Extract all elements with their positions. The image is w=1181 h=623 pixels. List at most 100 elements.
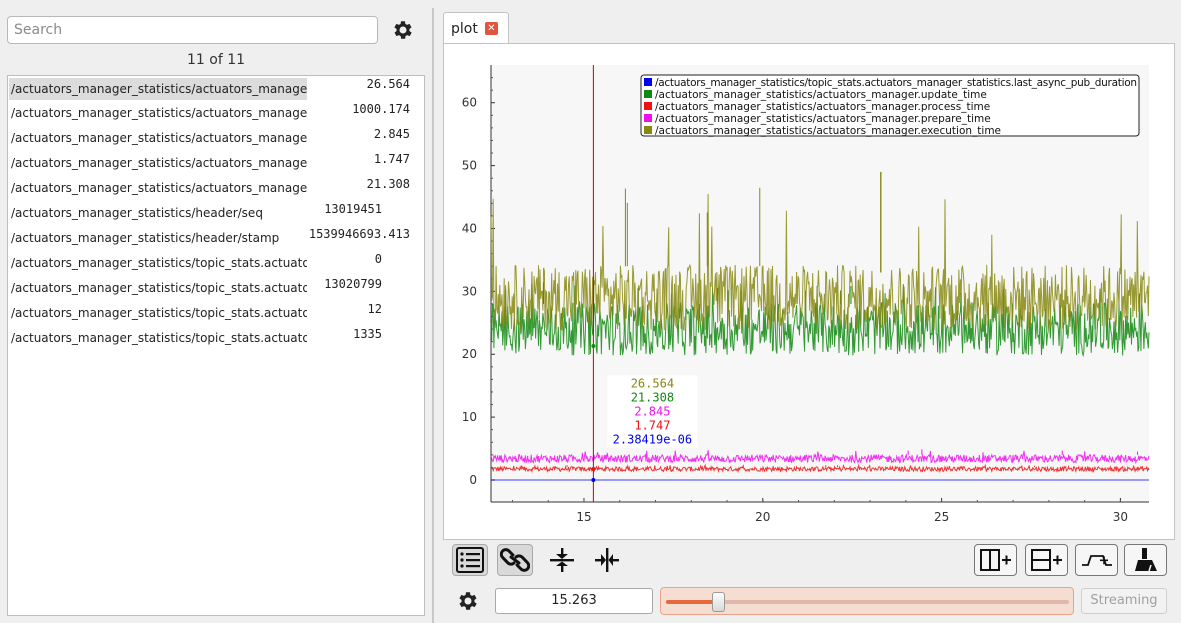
list-item[interactable]: /actuators_manager_statistics/topic_stat… <box>8 301 424 326</box>
slider-handle[interactable] <box>712 592 725 612</box>
clear-button[interactable] <box>1124 544 1167 576</box>
list-item[interactable]: /actuators_manager_statistics/actuators_… <box>8 101 424 126</box>
x-tick-label: 20 <box>755 510 770 524</box>
split-columns-icon <box>979 549 1011 571</box>
tab-plot[interactable]: plot ✕ <box>443 12 509 44</box>
slider-track <box>666 600 1069 604</box>
list-item-value: 1335 <box>353 327 382 341</box>
list-item-value: 13019451 <box>324 202 382 216</box>
zoom-vertical-button[interactable] <box>544 544 580 576</box>
y-tick-label: 50 <box>462 159 477 173</box>
zoom-horizontal-button[interactable] <box>589 544 625 576</box>
legend <box>640 74 1140 137</box>
list-item[interactable]: /actuators_manager_statistics/header/seq… <box>8 201 424 226</box>
y-tick-label: 40 <box>462 221 477 235</box>
list-item[interactable]: /actuators_manager_statistics/actuators_… <box>8 76 424 101</box>
cursor-value-label: 26.564 <box>631 376 674 390</box>
list-item-name: /actuators_manager_statistics/actuators_… <box>11 181 307 195</box>
legend-swatch <box>644 78 652 86</box>
list-item[interactable]: /actuators_manager_statistics/actuators_… <box>8 151 424 176</box>
list-item-name: /actuators_manager_statistics/header/seq <box>11 206 263 220</box>
panel-splitter[interactable] <box>432 8 434 623</box>
time-settings-button[interactable] <box>452 586 484 616</box>
x-tick-label: 15 <box>576 510 591 524</box>
list-item[interactable]: /actuators_manager_statistics/topic_stat… <box>8 326 424 351</box>
list-item-name: /actuators_manager_statistics/topic_stat… <box>11 306 307 320</box>
list-item-value: 21.308 <box>366 177 410 191</box>
gear-icon <box>459 592 477 610</box>
expand-horizontal-icon <box>595 548 619 572</box>
settings-button[interactable] <box>388 16 418 44</box>
x-tick-label: 25 <box>934 510 949 524</box>
list-item-value: 1.747 <box>373 152 410 166</box>
split-vertical-button[interactable] <box>1025 544 1068 576</box>
list-item-value: 26.564 <box>366 77 410 91</box>
y-tick-label: 0 <box>469 473 477 487</box>
list-item[interactable]: /actuators_manager_statistics/actuators_… <box>8 176 424 201</box>
time-slider[interactable] <box>660 587 1074 615</box>
close-icon[interactable]: ✕ <box>485 22 498 35</box>
list-item-value: 12 <box>367 302 382 316</box>
series-line <box>490 193 1150 332</box>
y-tick-label: 10 <box>462 410 477 424</box>
cursor-marker <box>591 344 596 349</box>
y-tick-label: 20 <box>462 347 477 361</box>
add-tab-button[interactable] <box>1075 544 1118 576</box>
streaming-button[interactable]: Streaming <box>1081 588 1167 614</box>
gear-icon <box>394 21 412 39</box>
list-item-name: /actuators_manager_statistics/actuators_… <box>9 78 307 100</box>
cursor-value-label: 1.747 <box>634 418 670 432</box>
list-item-name: /actuators_manager_statistics/actuators_… <box>11 106 307 120</box>
list-item[interactable]: /actuators_manager_statistics/header/sta… <box>8 226 424 251</box>
list-item-value: 13020799 <box>324 277 382 291</box>
cursor-value-box <box>607 375 698 448</box>
y-tick-label: 30 <box>462 284 477 298</box>
list-item[interactable]: /actuators_manager_statistics/actuators_… <box>8 126 424 151</box>
broom-icon <box>1134 548 1157 572</box>
list-item-value: 1000.174 <box>352 102 410 116</box>
list-item-name: /actuators_manager_statistics/topic_stat… <box>11 256 307 270</box>
list-item[interactable]: /actuators_manager_statistics/topic_stat… <box>8 276 424 301</box>
time-field[interactable]: 15.263 <box>495 588 653 614</box>
cursor-value-label: 21.308 <box>631 390 674 404</box>
left-panel: 11 of 11 /actuators_manager_statistics/a… <box>0 0 432 623</box>
tab-label: plot <box>451 21 478 37</box>
legend-entry: /actuators_manager_statistics/actuators_… <box>655 89 987 101</box>
legend-swatch <box>644 114 652 122</box>
result-count: 11 of 11 <box>186 52 246 68</box>
list-icon <box>456 547 484 573</box>
split-horizontal-button[interactable] <box>974 544 1017 576</box>
list-item[interactable]: /actuators_manager_statistics/topic_stat… <box>8 251 424 276</box>
toggle-list-button[interactable] <box>452 544 488 576</box>
list-item-name: /actuators_manager_statistics/topic_stat… <box>11 281 307 295</box>
slider-fill <box>666 600 720 604</box>
legend-entry: /actuators_manager_statistics/actuators_… <box>655 101 990 113</box>
legend-entry: /actuators_manager_statistics/topic_stat… <box>655 77 1137 89</box>
legend-entry: /actuators_manager_statistics/actuators_… <box>655 125 1001 137</box>
cursor-value-label: 2.845 <box>634 404 670 418</box>
link-icon <box>500 548 530 572</box>
cursor-value-label: 2.38419e-06 <box>613 432 692 446</box>
split-rows-icon <box>1030 549 1062 571</box>
series-line <box>490 284 1150 358</box>
link-axes-button[interactable] <box>497 544 533 576</box>
search-input[interactable] <box>7 16 378 44</box>
list-item-name: /actuators_manager_statistics/header/sta… <box>11 231 280 245</box>
list-item-value: 0 <box>374 252 382 266</box>
legend-swatch <box>644 102 652 110</box>
list-item-value: 1539946693.413 <box>308 227 410 241</box>
add-tab-icon <box>1081 555 1112 566</box>
topic-list[interactable]: /actuators_manager_statistics/actuators_… <box>7 75 425 616</box>
series-line <box>490 463 1150 474</box>
cursor-marker <box>591 477 596 482</box>
series-line <box>490 450 1150 465</box>
list-item-name: /actuators_manager_statistics/actuators_… <box>11 131 307 145</box>
legend-entry: /actuators_manager_statistics/actuators_… <box>655 113 991 125</box>
list-item-name: /actuators_manager_statistics/topic_stat… <box>11 331 307 345</box>
legend-swatch <box>644 126 652 134</box>
plot-canvas[interactable]: 0 10 20 30 40 50 60 15 20 25 30 26.56421.3082.8451.… <box>443 43 1175 540</box>
list-item-name: /actuators_manager_statistics/actuators_… <box>11 156 307 170</box>
expand-vertical-icon <box>550 548 574 572</box>
y-tick-label: 60 <box>462 96 477 110</box>
legend-swatch <box>644 90 652 98</box>
